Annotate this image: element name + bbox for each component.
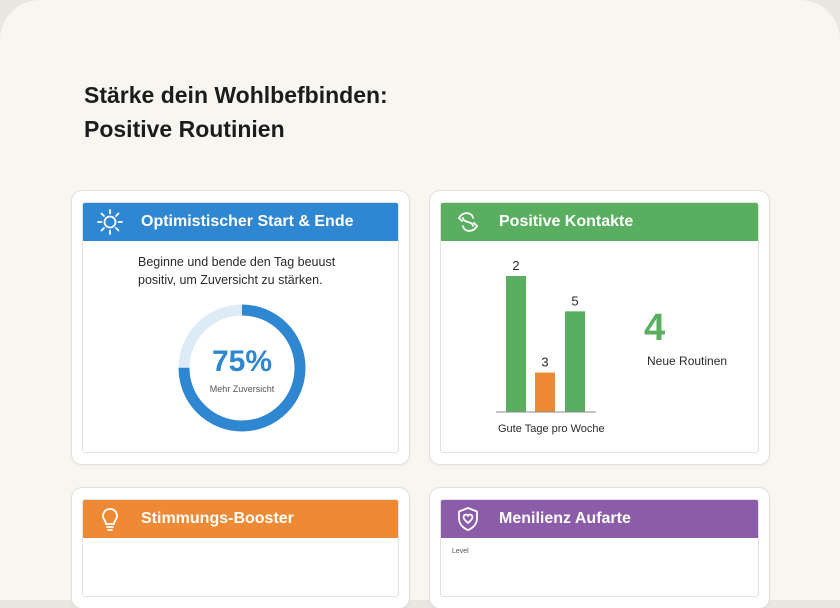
card-resilience[interactable]: Menilienz Aufarte Level	[430, 488, 769, 608]
bar-value-label-2: 3	[541, 355, 548, 370]
title-line-1: Stärke dein Wohlbefbinden:	[84, 82, 388, 108]
chart-x-label: Gute Tage pro Woche	[498, 423, 605, 435]
connection-icon	[453, 207, 483, 237]
bar-3	[565, 311, 585, 412]
title-line-2: Positive Routinien	[84, 116, 285, 142]
stat-label: Neue Routinen	[647, 354, 728, 368]
page-title: Stärke dein Wohlbefbinden: Positive Rout…	[84, 78, 388, 146]
bar-value-label-3: 5	[571, 293, 578, 308]
progress-label: Mehr Zuversicht	[209, 384, 275, 394]
card-title: Menilienz Aufarte	[499, 510, 631, 527]
card-title: Positive Kontakte	[499, 213, 634, 230]
bar-chart: 2 3 5	[496, 258, 596, 413]
bar-1	[506, 276, 526, 412]
sun-icon	[95, 207, 125, 237]
progress-value: 75%	[211, 345, 273, 378]
card-inner: Stimmungs-Booster	[82, 499, 399, 597]
shield-heart-icon	[453, 504, 483, 534]
card-title: Optimistischer Start & Ende	[141, 213, 354, 230]
description-line-2: positiv, um Zuversicht zu stärken.	[138, 273, 323, 287]
description-line-1: Beginne und bende den Tag beuust	[138, 255, 336, 269]
card-header: Positive Kontakte	[441, 203, 758, 241]
card-inner: Positive Kontakte 2 3 5 Gute Tage pro Woch…	[440, 202, 759, 453]
level-label: Level	[452, 548, 469, 555]
card-header: Menilienz Aufarte	[441, 500, 758, 538]
card-optimistic-start[interactable]: Optimistischer Start & Ende Beginne und …	[72, 191, 409, 464]
bar-value-label-1: 2	[512, 258, 519, 273]
card-header: Stimmungs-Booster	[83, 500, 398, 538]
card-header: Optimistischer Start & Ende	[83, 203, 398, 241]
card-inner: Optimistischer Start & Ende Beginne und …	[82, 202, 399, 453]
card-title: Stimmungs-Booster	[141, 510, 294, 527]
lightbulb-icon	[95, 504, 125, 534]
card-mood-booster[interactable]: Stimmungs-Booster	[72, 488, 409, 608]
card-description: Beginne und bende den Tag beuust positiv…	[138, 253, 378, 289]
bar-2	[535, 372, 555, 412]
progress-ring	[178, 304, 306, 432]
card-positive-contacts[interactable]: Positive Kontakte 2 3 5 Gute Tage pro Woch…	[430, 191, 769, 464]
progress-arc	[178, 304, 306, 432]
stat-value: 4	[644, 307, 666, 349]
card-inner: Menilienz Aufarte Level	[440, 499, 759, 597]
